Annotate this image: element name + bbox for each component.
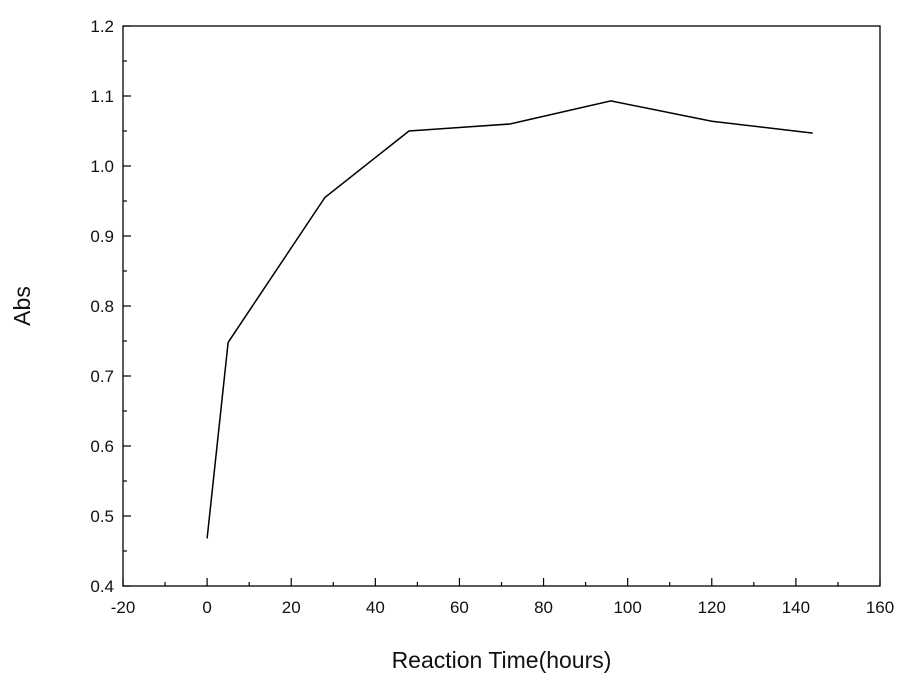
x-tick-label: 80 <box>534 598 553 617</box>
y-tick-label: 1.1 <box>90 87 114 106</box>
x-tick-label: 140 <box>782 598 810 617</box>
x-axis-title: Reaction Time(hours) <box>392 647 612 673</box>
y-axis-title: Abs <box>9 286 35 326</box>
series-layer <box>206 100 813 539</box>
y-tick-label: 1.2 <box>90 17 114 36</box>
x-tick-label: 100 <box>613 598 641 617</box>
y-tick-label: 0.6 <box>90 437 114 456</box>
x-tick-label: 40 <box>366 598 385 617</box>
x-axis-ticks: -20 0 20 40 60 80 100 120 140 160 <box>111 578 894 617</box>
x-tick-label: 120 <box>698 598 726 617</box>
x-tick-label: 0 <box>202 598 211 617</box>
y-tick-label: 1.0 <box>90 157 114 176</box>
y-tick-label: 0.8 <box>90 297 114 316</box>
x-tick-label: 160 <box>866 598 894 617</box>
y-tick-label: 0.7 <box>90 367 114 386</box>
y-tick-label: 0.4 <box>90 577 114 596</box>
series-line <box>206 100 813 539</box>
x-tick-label: 60 <box>450 598 469 617</box>
y-tick-label: 0.5 <box>90 507 114 526</box>
y-tick-label: 0.9 <box>90 227 114 246</box>
x-tick-label: 20 <box>282 598 301 617</box>
y-axis-ticks: 0.4 0.5 0.6 0.7 0.8 0.9 1.0 1.1 1.2 <box>90 17 131 596</box>
x-tick-label: -20 <box>111 598 136 617</box>
plot-frame <box>122 25 881 587</box>
